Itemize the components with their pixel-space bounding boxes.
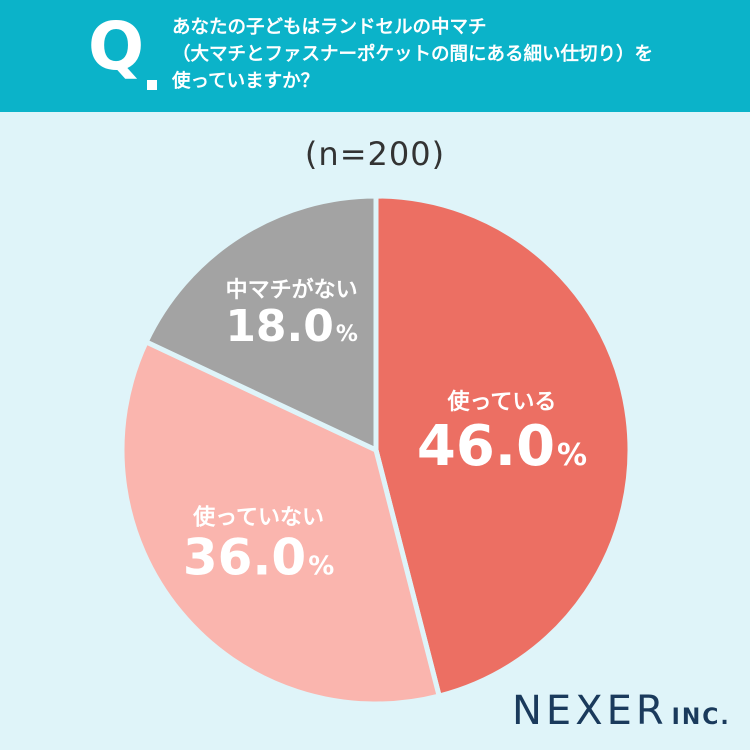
pie-slice-3 [143, 193, 379, 453]
logo-sub-text: INC. [671, 705, 731, 730]
sample-size-label: (n=200) [304, 135, 446, 173]
pie-slice-value-2: 36.0% [183, 529, 334, 587]
pie-slice-1 [373, 193, 633, 699]
question-header: Q あなたの子どもはランドセルの中マチ （大マチとファスナーポケットの間にある細… [0, 0, 750, 112]
q-dot-icon [147, 80, 157, 90]
pie-slice-value-1: 46.0% [417, 414, 587, 479]
question-text: あなたの子どもはランドセルの中マチ （大マチとファスナーポケットの間にある細い仕… [172, 14, 732, 95]
nexer-logo: NEXER INC. [512, 688, 731, 734]
logo-main-text: NEXER [512, 688, 668, 734]
pie-slice-value-3: 18.0% [225, 301, 358, 352]
pie-slice-name-1: 使っている [447, 390, 557, 415]
question-line-1: あなたの子どもはランドセルの中マチ [172, 17, 487, 38]
pie-slice-name-3: 中マチがない [226, 277, 358, 303]
pie-slice-name-2: 使っていない [192, 506, 324, 531]
question-line-2: （大マチとファスナーポケットの間にある細い仕切り）を [172, 44, 654, 65]
q-mark: Q [88, 8, 144, 85]
pie-slice-2 [119, 339, 442, 707]
question-line-3: 使っていますか？ [172, 71, 320, 92]
